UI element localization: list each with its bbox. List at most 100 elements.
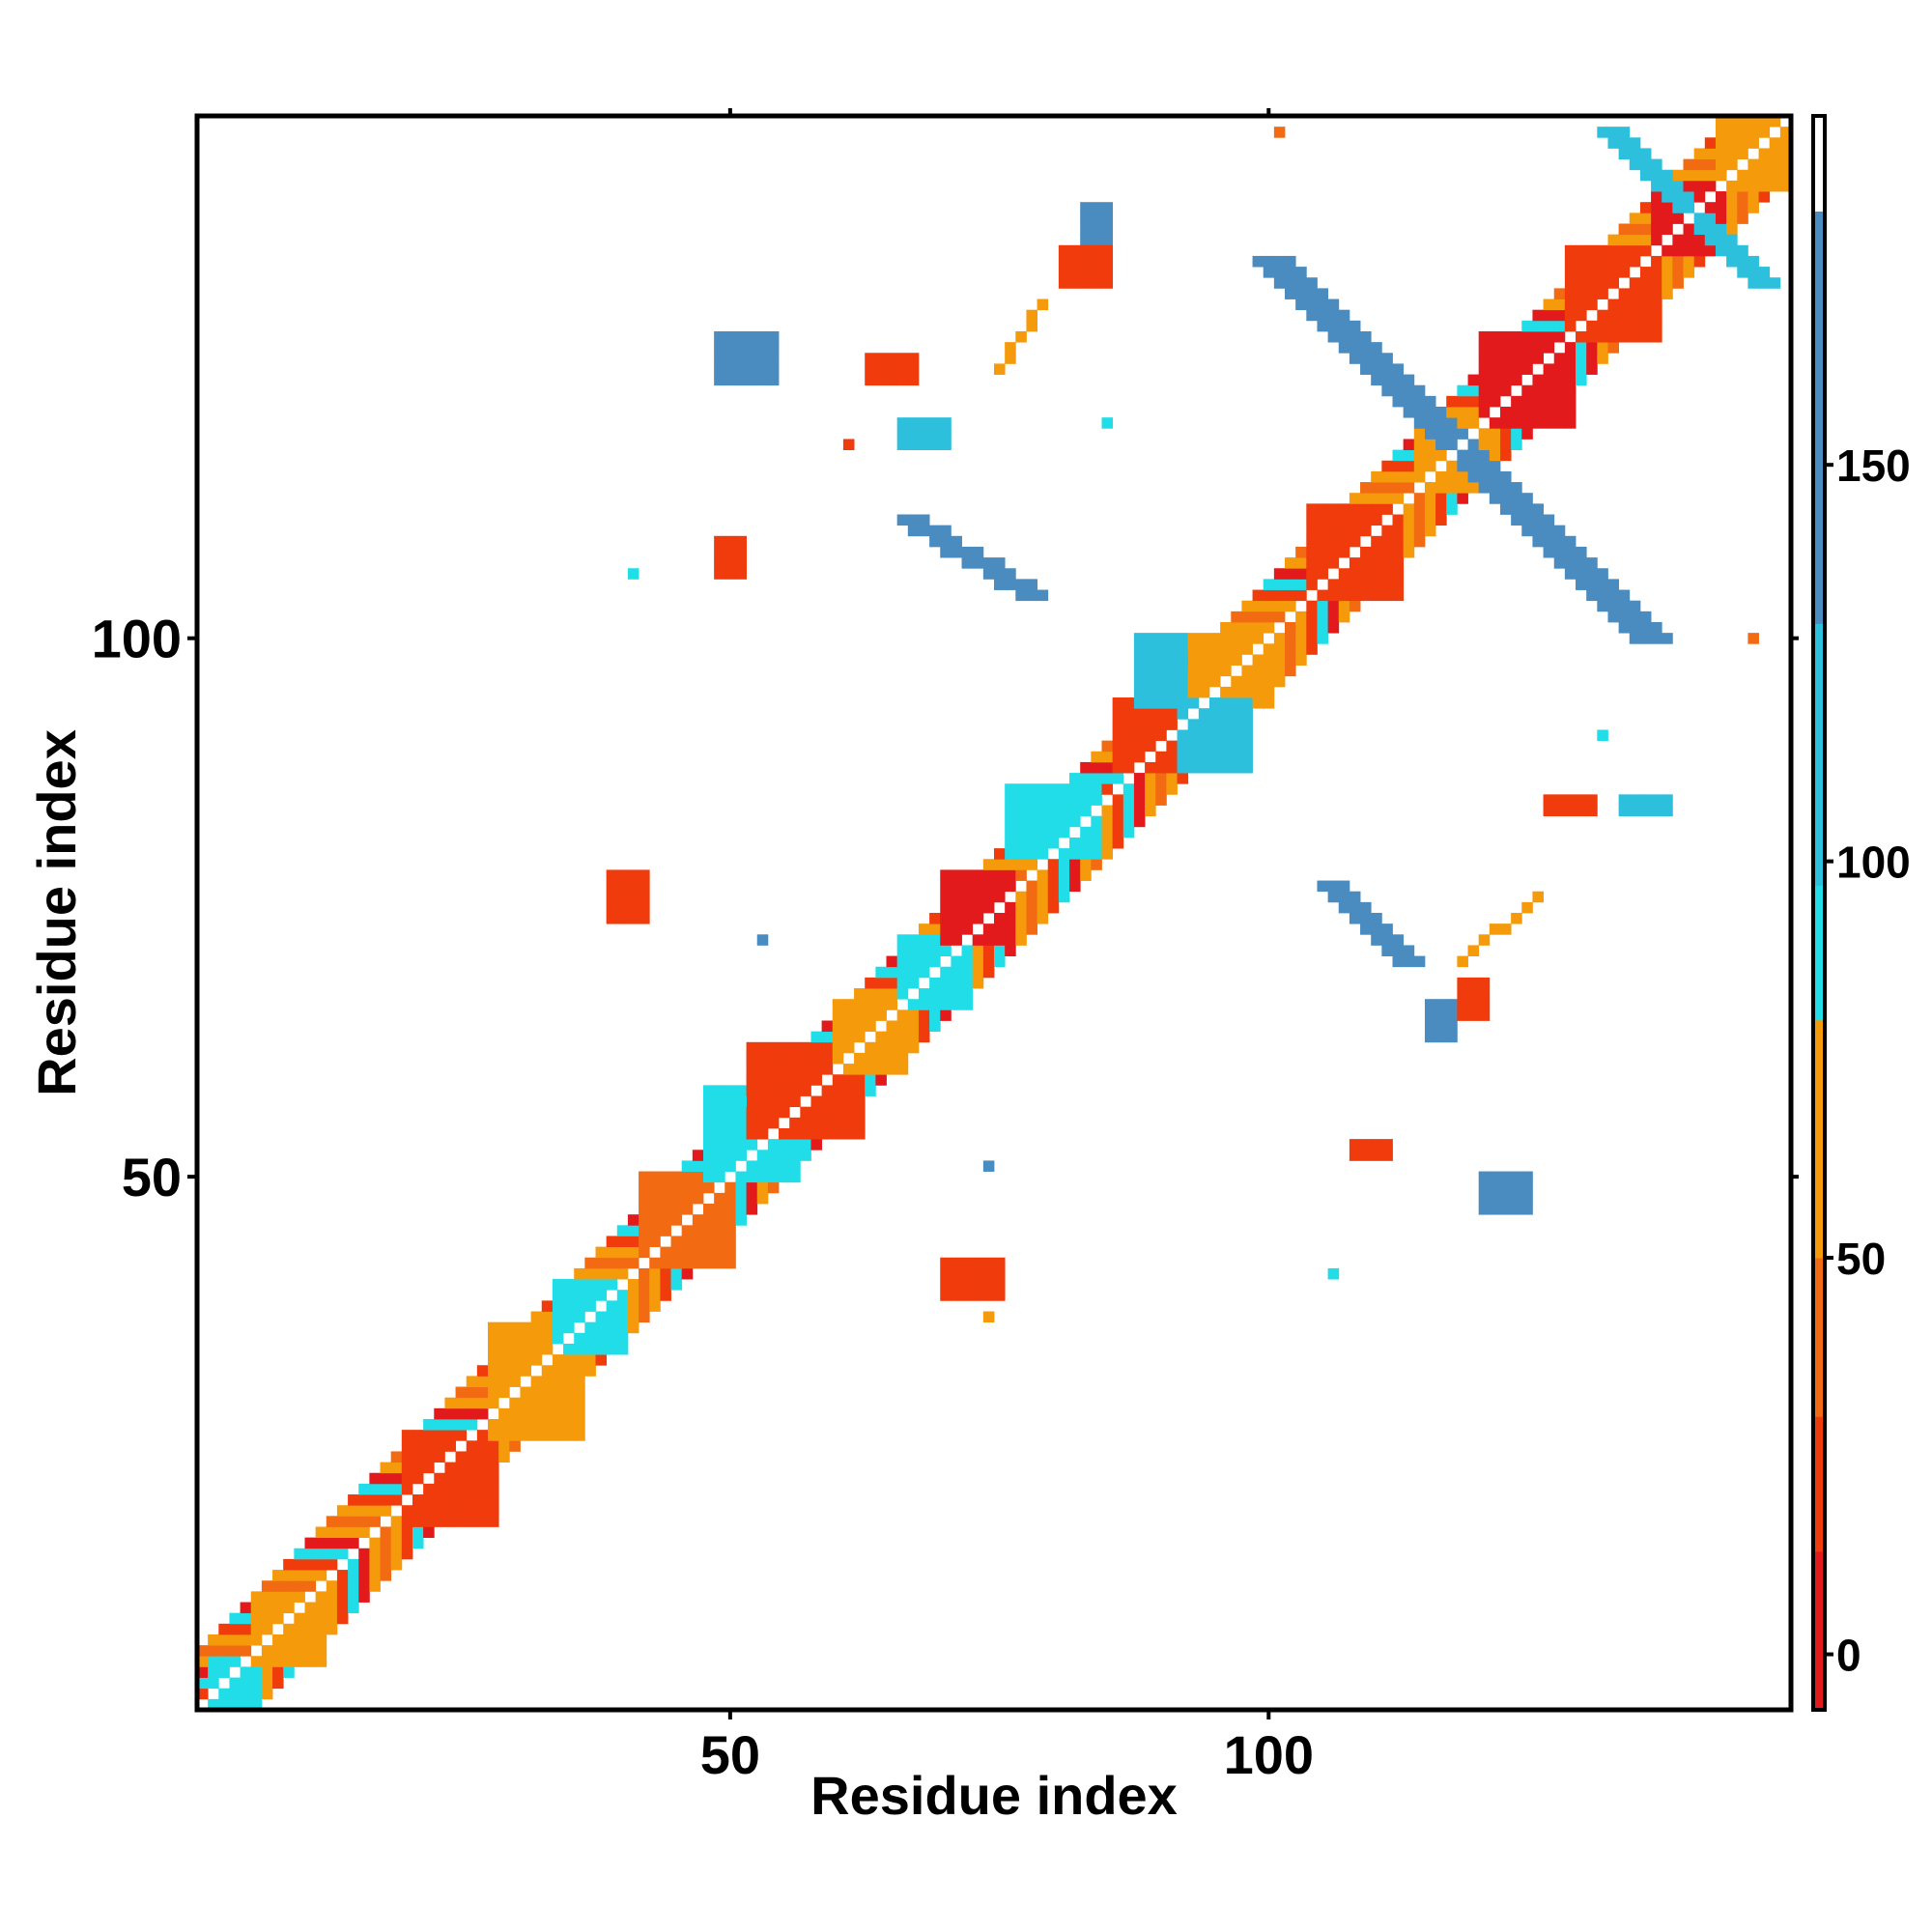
heatmap-cell	[476, 1505, 489, 1517]
colorbar-tick-label: 0	[1836, 1631, 1861, 1681]
heatmap-cell	[639, 1290, 650, 1301]
heatmap-cell	[1511, 913, 1522, 924]
heatmap-cell	[229, 1612, 241, 1625]
heatmap-cell	[1145, 719, 1156, 730]
heatmap-cell	[488, 1397, 499, 1409]
heatmap-cell	[466, 1376, 478, 1387]
heatmap-cell	[756, 1095, 769, 1108]
heatmap-cell	[1026, 901, 1037, 914]
heatmap-cell	[1091, 794, 1102, 806]
heatmap-cell	[272, 1570, 284, 1581]
heatmap-cell	[670, 1192, 683, 1205]
heatmap-cell	[1629, 288, 1641, 299]
heatmap-cell	[509, 1440, 521, 1452]
heatmap-cell	[1327, 298, 1340, 311]
heatmap-cell	[584, 1332, 596, 1345]
heatmap-cell	[1576, 255, 1587, 268]
heatmap-cell	[1758, 148, 1771, 159]
heatmap-cell	[810, 1117, 823, 1129]
heatmap-cell	[1392, 546, 1405, 558]
heatmap-cell	[1198, 654, 1210, 666]
heatmap-cell	[1521, 407, 1533, 418]
heatmap-cell	[326, 1558, 338, 1571]
heatmap-cell	[1467, 482, 1480, 494]
heatmap-cell	[746, 1192, 758, 1205]
heatmap-cell	[1413, 439, 1426, 451]
heatmap-cell	[735, 568, 747, 580]
heatmap-cell	[681, 1267, 694, 1280]
heatmap-cell	[584, 1267, 596, 1280]
heatmap-cell	[1457, 428, 1468, 440]
heatmap-cell	[197, 1656, 209, 1667]
heatmap-cell	[767, 353, 780, 364]
heatmap-cell	[1273, 127, 1286, 138]
heatmap-cell	[1553, 805, 1566, 817]
heatmap-cell	[218, 1645, 230, 1657]
heatmap-cell	[1392, 449, 1405, 462]
heatmap-cell	[660, 1171, 671, 1183]
heatmap-cell	[660, 1214, 671, 1226]
heatmap-cell	[1208, 643, 1221, 655]
heatmap-cell	[1058, 848, 1070, 860]
heatmap-cell	[1155, 708, 1167, 720]
heatmap-cell	[767, 1181, 780, 1194]
heatmap-cell	[746, 1095, 758, 1108]
heatmap-cell	[1715, 137, 1727, 149]
heatmap-cell	[1381, 546, 1393, 558]
heatmap-cell	[348, 1526, 359, 1539]
heatmap-cell	[1607, 137, 1620, 149]
heatmap-cell	[767, 1160, 780, 1172]
heatmap-cell	[1704, 244, 1717, 257]
heatmap-cell	[272, 1656, 284, 1667]
heatmap-cell	[369, 1472, 381, 1485]
heatmap-cell	[1058, 267, 1070, 278]
heatmap-cell	[756, 1052, 769, 1065]
heatmap-cell	[1553, 417, 1566, 429]
heatmap-cell	[767, 1106, 780, 1119]
heatmap-cell	[1241, 729, 1253, 742]
heatmap-cell	[940, 891, 952, 903]
heatmap-cell	[810, 1139, 823, 1151]
heatmap-cell	[326, 1602, 338, 1614]
heatmap-cell	[1101, 267, 1114, 278]
heatmap-cell	[606, 1267, 618, 1280]
heatmap-cell	[348, 1570, 359, 1581]
heatmap-cell	[1737, 127, 1748, 138]
heatmap-cell	[982, 1160, 995, 1172]
heatmap-cell	[434, 1440, 445, 1452]
heatmap-cell	[746, 1085, 758, 1096]
heatmap-cell	[1672, 244, 1684, 257]
heatmap-cell	[896, 417, 909, 429]
heatmap-cell	[896, 945, 909, 956]
heatmap-cell	[1317, 288, 1329, 299]
heatmap-cell	[972, 1279, 984, 1291]
heatmap-cell	[1317, 525, 1329, 537]
heatmap-cell	[574, 1407, 585, 1420]
heatmap-cell	[1651, 234, 1662, 246]
heatmap-cell	[1779, 137, 1792, 149]
heatmap-cell	[767, 342, 780, 354]
heatmap-cell	[940, 1279, 952, 1291]
heatmap-cell	[369, 1505, 381, 1517]
heatmap-cell	[304, 1558, 317, 1571]
heatmap-cell	[746, 1204, 758, 1215]
heatmap-cell	[1317, 600, 1329, 612]
heatmap-cell	[1101, 417, 1114, 429]
heatmap-cell	[1521, 525, 1533, 537]
heatmap-cell	[832, 1052, 844, 1065]
heatmap-cell	[1381, 460, 1393, 472]
heatmap-cell	[1553, 384, 1566, 397]
heatmap-cell	[1187, 697, 1200, 709]
heatmap-cell	[218, 1656, 230, 1667]
heatmap-cell	[982, 568, 995, 580]
heatmap-cell	[574, 1430, 585, 1441]
heatmap-cell	[1457, 449, 1468, 462]
heatmap-cell	[315, 1591, 327, 1603]
heatmap-cell	[488, 1354, 499, 1366]
heatmap-cell	[1467, 977, 1480, 989]
heatmap-cell	[208, 1698, 219, 1711]
heatmap-cell	[961, 1290, 974, 1301]
heatmap-cell	[1457, 493, 1468, 504]
heatmap-cell	[692, 1171, 704, 1183]
heatmap-cell	[1306, 546, 1318, 558]
